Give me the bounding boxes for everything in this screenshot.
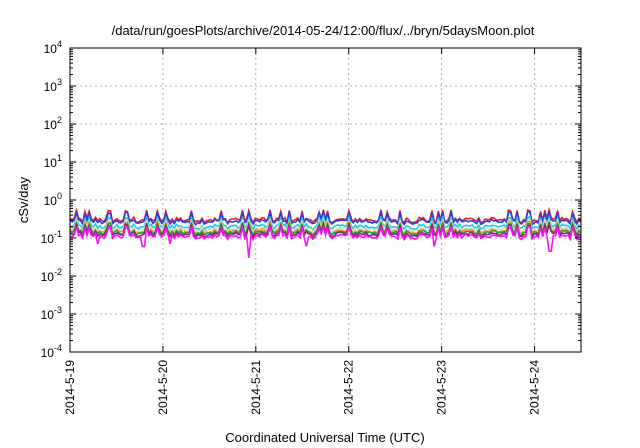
y-tick-label: 100 bbox=[44, 191, 62, 208]
y-tick-label: 102 bbox=[44, 115, 62, 132]
y-axis-ticks: 10-4 10-3 10-2 10-1 100 101 102 103 104 bbox=[41, 39, 581, 360]
series-line bbox=[69, 223, 582, 258]
series-layer bbox=[69, 206, 582, 258]
x-tick-label: 2014-5-21 bbox=[249, 360, 263, 415]
y-tick-label: 101 bbox=[44, 153, 62, 170]
x-tick-label: 2014-5-24 bbox=[528, 360, 542, 415]
grid-layer bbox=[69, 48, 581, 352]
x-tick-label: 2014-5-23 bbox=[435, 360, 449, 415]
y-tick-label: 103 bbox=[44, 77, 62, 94]
y-tick-label: 104 bbox=[44, 39, 62, 56]
x-tick-label: 2014-5-22 bbox=[342, 360, 356, 415]
x-axis-label: Coordinated Universal Time (UTC) bbox=[225, 430, 424, 445]
x-tick-label: 2014-5-19 bbox=[63, 360, 77, 415]
series-line bbox=[69, 208, 582, 227]
y-tick-label: 10-4 bbox=[41, 343, 62, 360]
y-tick-label: 10-3 bbox=[41, 305, 62, 322]
y-tick-label: 10-1 bbox=[41, 229, 62, 246]
x-axis-ticks: 2014-5-19 2014-5-20 2014-5-21 2014-5-22 2014… bbox=[63, 48, 542, 415]
x-tick-label: 2014-5-20 bbox=[156, 360, 170, 415]
y-axis-label: cSv/day bbox=[16, 176, 31, 223]
chart-title: /data/run/goesPlots/archive/2014-05-24/1… bbox=[112, 23, 535, 38]
y-tick-label: 10-2 bbox=[41, 267, 62, 284]
